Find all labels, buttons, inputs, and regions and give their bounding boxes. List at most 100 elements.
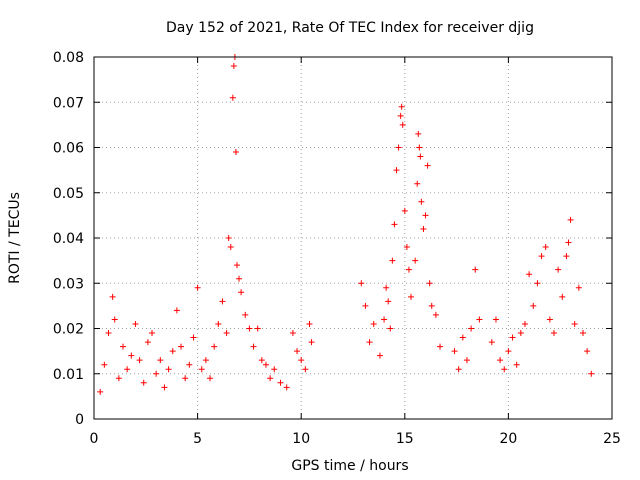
data-point	[428, 302, 435, 309]
x-tick-label: 10	[292, 431, 310, 447]
scatter-points	[97, 54, 595, 395]
data-point	[488, 339, 495, 346]
data-point	[132, 320, 139, 327]
data-point	[144, 339, 151, 346]
data-point	[416, 144, 423, 151]
data-point	[370, 320, 377, 327]
data-point	[546, 316, 553, 323]
data-point	[190, 334, 197, 341]
data-point	[575, 284, 582, 291]
data-point	[128, 352, 135, 359]
data-point	[97, 388, 104, 395]
data-point	[559, 293, 566, 300]
data-point	[215, 320, 222, 327]
data-point	[202, 357, 209, 364]
data-point	[194, 284, 201, 291]
data-point	[463, 357, 470, 364]
data-point	[395, 144, 402, 151]
data-point	[111, 316, 118, 323]
data-point	[178, 343, 185, 350]
data-point	[567, 216, 574, 223]
data-point	[412, 257, 419, 264]
data-point	[418, 198, 425, 205]
x-axis-label: GPS time / hours	[291, 458, 408, 474]
data-point	[517, 330, 524, 337]
data-point	[182, 375, 189, 382]
data-point	[563, 253, 570, 260]
data-point	[542, 244, 549, 251]
data-point	[271, 366, 278, 373]
data-point	[161, 384, 168, 391]
x-tick-label: 25	[603, 431, 621, 447]
data-point	[417, 153, 424, 160]
data-point	[521, 320, 528, 327]
data-point	[415, 130, 422, 137]
data-point	[233, 262, 240, 269]
data-point	[236, 275, 243, 282]
x-tick-label: 0	[90, 431, 99, 447]
data-point	[149, 330, 156, 337]
data-point	[538, 253, 545, 260]
data-point	[173, 307, 180, 314]
data-point	[140, 379, 147, 386]
data-point	[584, 348, 591, 355]
data-point	[513, 361, 520, 368]
y-tick-label: 0.03	[53, 276, 84, 292]
data-point	[459, 334, 466, 341]
x-tick-label: 20	[499, 431, 517, 447]
data-point	[153, 370, 160, 377]
data-point	[207, 375, 214, 382]
data-point	[565, 239, 572, 246]
data-point	[420, 225, 427, 232]
data-point	[393, 167, 400, 174]
data-point	[283, 384, 290, 391]
data-point	[124, 366, 131, 373]
data-point	[246, 325, 253, 332]
data-point	[387, 325, 394, 332]
data-point	[385, 298, 392, 305]
data-point	[186, 361, 193, 368]
data-point	[405, 266, 412, 273]
data-point	[422, 212, 429, 219]
data-point	[267, 375, 274, 382]
data-point	[277, 379, 284, 386]
data-point	[109, 293, 116, 300]
data-point	[232, 149, 239, 156]
data-point	[289, 330, 296, 337]
data-point	[211, 343, 218, 350]
data-point	[505, 348, 512, 355]
data-point	[358, 280, 365, 287]
data-point	[101, 361, 108, 368]
data-point	[169, 348, 176, 355]
data-point	[588, 370, 595, 377]
data-point	[426, 280, 433, 287]
data-point	[555, 266, 562, 273]
data-point	[227, 244, 234, 251]
data-point	[550, 330, 557, 337]
chart-title: Day 152 of 2021, Rate Of TEC Index for r…	[166, 20, 534, 36]
data-point	[414, 180, 421, 187]
data-point	[238, 289, 245, 296]
data-point	[165, 366, 172, 373]
data-point	[472, 266, 479, 273]
data-point	[476, 316, 483, 323]
data-point	[509, 334, 516, 341]
data-point	[492, 316, 499, 323]
y-tick-label: 0.01	[53, 367, 84, 383]
data-point	[455, 366, 462, 373]
x-tick-label: 5	[193, 431, 202, 447]
y-tick-label: 0.02	[53, 322, 84, 338]
data-point	[526, 271, 533, 278]
data-point	[579, 330, 586, 337]
data-point	[408, 293, 415, 300]
data-point	[366, 339, 373, 346]
data-point	[383, 284, 390, 291]
data-point	[399, 121, 406, 128]
data-point	[225, 235, 232, 241]
data-point	[105, 330, 112, 337]
y-tick-label: 0.05	[53, 186, 84, 202]
y-tick-label: 0.08	[53, 50, 84, 66]
data-point	[376, 352, 383, 359]
data-point	[424, 162, 431, 169]
